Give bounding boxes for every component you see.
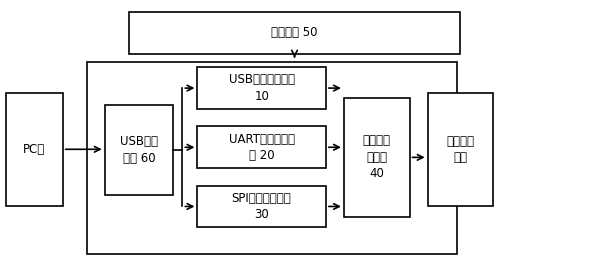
Bar <box>105 105 173 195</box>
Bar <box>197 126 326 168</box>
Bar <box>129 12 460 54</box>
Text: PC端: PC端 <box>23 143 45 156</box>
Text: 电源电路 50: 电源电路 50 <box>271 26 318 40</box>
Bar <box>197 186 326 227</box>
Bar <box>344 98 410 217</box>
Text: USB通讯测试电路
10: USB通讯测试电路 10 <box>228 73 295 103</box>
Text: 待测芯片
设备: 待测芯片 设备 <box>447 134 474 164</box>
Bar <box>6 93 63 206</box>
Text: USB选择
电路 60: USB选择 电路 60 <box>120 135 158 165</box>
Text: 高密连接
器电路
40: 高密连接 器电路 40 <box>363 134 390 180</box>
Bar <box>428 93 493 206</box>
Bar <box>197 67 326 109</box>
Text: SPI通讯测试电路
30: SPI通讯测试电路 30 <box>232 192 291 221</box>
Text: UART通讯测试电
路 20: UART通讯测试电 路 20 <box>228 133 295 162</box>
Bar <box>87 62 457 254</box>
